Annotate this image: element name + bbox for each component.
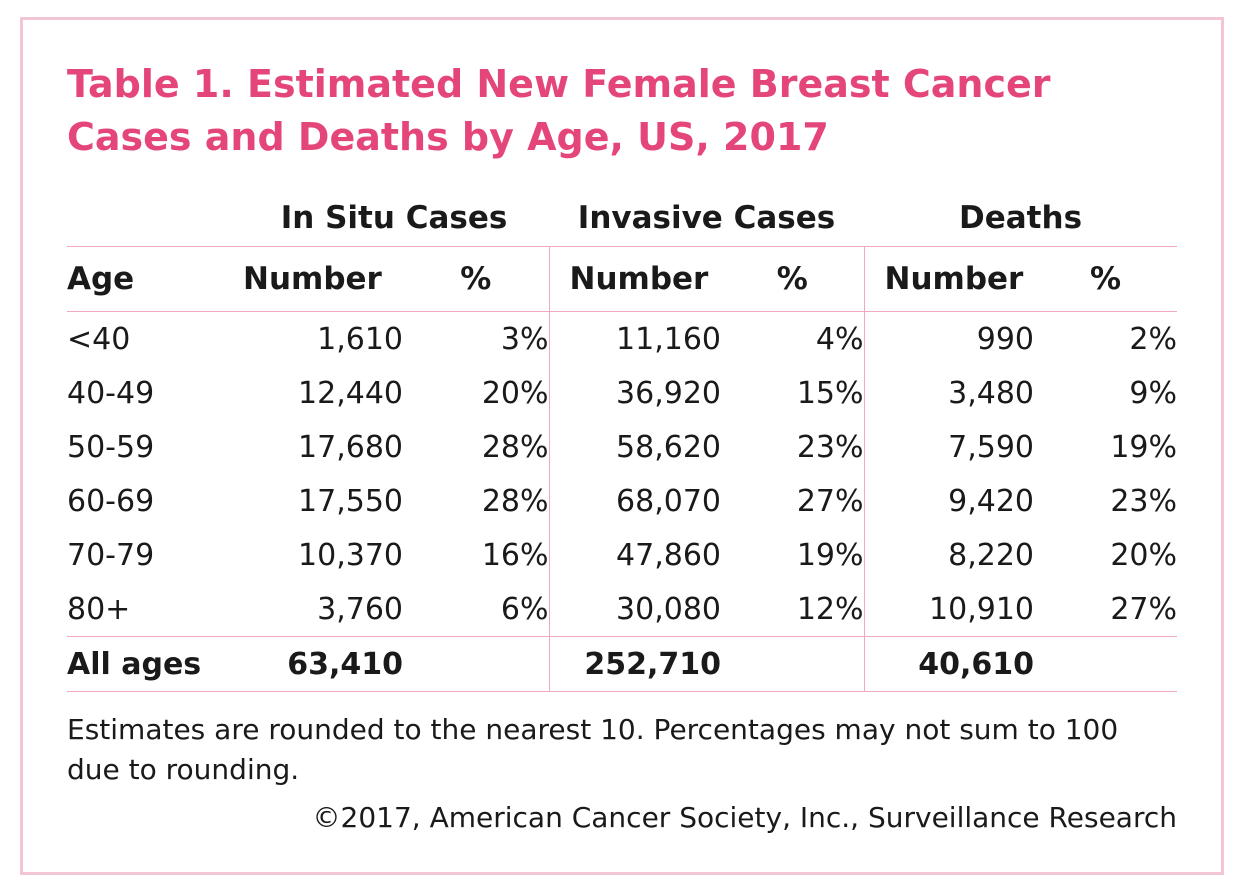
total-insitu-number: 63,410 — [239, 636, 403, 692]
group-header-insitu: In Situ Cases — [280, 200, 508, 236]
deaths-number-cell: 8,220 — [863, 528, 1035, 582]
total-insitu-percent — [403, 636, 550, 692]
age-cell: 70-79 — [67, 537, 155, 573]
insitu-percent-cell: 28% — [481, 483, 549, 519]
invasive-number-cell: 30,080 — [548, 582, 722, 637]
deaths-number-cell: 10,910 — [863, 582, 1035, 637]
table-row: 60-69 17,550 28% 68,070 27% 9,420 23% — [67, 474, 1177, 528]
column-header-row: Age Number % Number % Number % — [67, 246, 1178, 312]
column-header-insitu-percent: % — [403, 246, 550, 312]
invasive-number-cell: 47,860 — [548, 528, 722, 582]
table-frame — [20, 17, 1224, 875]
deaths-number-cell: 9,420 — [863, 474, 1035, 528]
total-deaths-number: 40,610 — [863, 636, 1035, 692]
invasive-number-cell: 68,070 — [548, 474, 722, 528]
insitu-percent-cell: 28% — [481, 429, 549, 465]
age-cell: 50-59 — [67, 429, 155, 465]
invasive-percent-cell: 23% — [796, 429, 864, 465]
age-cell: <40 — [67, 321, 131, 357]
group-header-row: In Situ Cases Invasive Cases Deaths — [67, 190, 1177, 247]
insitu-percent-cell: 16% — [481, 537, 549, 573]
column-header-deaths-percent: % — [1034, 246, 1178, 312]
insitu-number-cell: 1,610 — [317, 321, 403, 357]
invasive-percent-cell: 19% — [796, 537, 864, 573]
insitu-percent-cell: 6% — [500, 591, 549, 627]
insitu-number-cell: 10,370 — [298, 537, 403, 573]
table-row: <40 1,610 3% 11,160 4% 990 2% — [67, 311, 1178, 366]
table-title: Table 1. Estimated New Female Breast Can… — [67, 62, 1051, 159]
deaths-percent-cell: 27% — [1110, 591, 1178, 627]
age-cell: 60-69 — [67, 483, 155, 519]
insitu-number-cell: 17,550 — [298, 483, 403, 519]
deaths-number-cell: 7,590 — [863, 420, 1035, 474]
table-row: 70-79 10,370 16% 47,860 19% 8,220 20% — [67, 528, 1177, 582]
footnote: Estimates are rounded to the nearest 10.… — [67, 713, 1119, 786]
column-header-deaths-number: Number — [863, 246, 1035, 312]
insitu-percent-cell: 20% — [481, 375, 549, 411]
column-header-invasive-number: Number — [548, 246, 722, 312]
insitu-percent-cell: 3% — [500, 321, 549, 357]
table-row: 40-49 12,440 20% 36,920 15% 3,480 9% — [67, 366, 1177, 420]
invasive-percent-cell: 15% — [796, 375, 864, 411]
insitu-number-cell: 12,440 — [298, 375, 403, 411]
deaths-percent-cell: 2% — [1129, 321, 1178, 357]
column-header-age: Age — [67, 246, 239, 312]
invasive-number-cell: 36,920 — [548, 366, 722, 420]
group-header-empty — [67, 190, 239, 247]
deaths-number-cell: 990 — [863, 311, 1035, 366]
total-invasive-percent — [721, 636, 865, 692]
cancer-table: In Situ Cases Invasive Cases Deaths Age … — [67, 190, 1178, 692]
insitu-number-cell: 17,680 — [298, 429, 403, 465]
invasive-number-cell: 58,620 — [548, 420, 722, 474]
column-header-invasive-percent: % — [721, 246, 865, 312]
copyright: ©2017, American Cancer Society, Inc., Su… — [312, 801, 1177, 834]
total-label: All ages — [67, 636, 239, 692]
insitu-number-cell: 3,760 — [317, 591, 403, 627]
invasive-percent-cell: 27% — [796, 483, 864, 519]
total-deaths-percent — [1034, 636, 1178, 692]
group-header-invasive: Invasive Cases — [577, 200, 836, 236]
column-header-insitu-number: Number — [239, 246, 403, 312]
total-row: All ages 63,410 252,710 40,610 — [67, 636, 1178, 692]
invasive-number-cell: 11,160 — [548, 311, 722, 366]
total-invasive-number: 252,710 — [548, 636, 722, 692]
deaths-percent-cell: 20% — [1110, 537, 1178, 573]
deaths-number-cell: 3,480 — [863, 366, 1035, 420]
deaths-percent-cell: 9% — [1129, 375, 1178, 411]
deaths-percent-cell: 19% — [1110, 429, 1178, 465]
age-cell: 80+ — [67, 591, 131, 627]
age-cell: 40-49 — [67, 375, 155, 411]
group-header-deaths: Deaths — [959, 200, 1083, 236]
invasive-percent-cell: 4% — [815, 321, 864, 357]
invasive-percent-cell: 12% — [796, 591, 864, 627]
table-row: 80+ 3,760 6% 30,080 12% 10,910 27% — [67, 582, 1177, 637]
deaths-percent-cell: 23% — [1110, 483, 1178, 519]
table-row: 50-59 17,680 28% 58,620 23% 7,590 19% — [67, 420, 1177, 474]
